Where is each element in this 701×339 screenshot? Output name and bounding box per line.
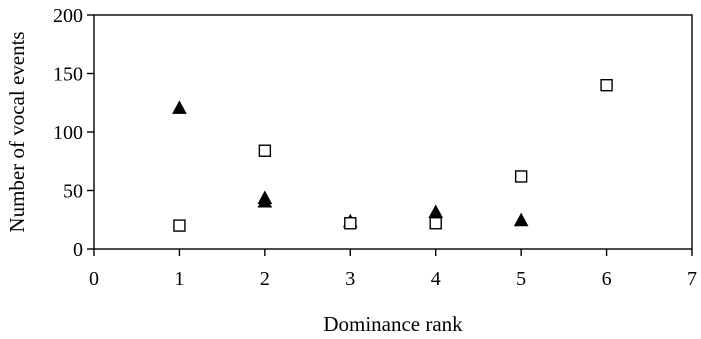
x-axis-title: Dominance rank	[323, 312, 463, 336]
x-tick-label: 1	[174, 268, 184, 290]
plot-border	[93, 14, 693, 250]
x-tick-label: 3	[345, 268, 355, 290]
square-marker	[429, 217, 442, 230]
square-marker	[344, 217, 357, 230]
square-marker	[514, 170, 528, 183]
y-tick-label: 0	[73, 239, 83, 261]
triangle-marker	[257, 190, 273, 204]
y-tick-label: 50	[63, 181, 83, 203]
triangle-marker	[428, 204, 444, 219]
square-marker	[600, 78, 613, 92]
y-tick-label: 100	[53, 122, 83, 144]
x-tick-label: 0	[89, 268, 99, 290]
square-marker	[258, 144, 272, 157]
data-markers	[172, 78, 613, 232]
triangle-marker	[172, 100, 187, 114]
x-tick-label: 5	[516, 268, 526, 290]
y-axis-ticks: 0 50 100 150 200	[53, 5, 94, 261]
y-axis-title: Number of vocal events	[5, 31, 29, 232]
triangle-marker	[513, 212, 529, 227]
y-tick-label: 150	[53, 64, 83, 86]
x-axis-ticks: 0 1 2 3 4 5 6 7	[89, 249, 697, 290]
y-tick-label: 200	[53, 5, 83, 27]
square-marker	[173, 219, 186, 232]
x-tick-label: 2	[260, 268, 270, 290]
x-tick-label: 6	[602, 268, 612, 290]
x-tick-label: 7	[687, 268, 697, 290]
x-tick-label: 4	[431, 268, 441, 290]
plot-area	[93, 14, 693, 250]
